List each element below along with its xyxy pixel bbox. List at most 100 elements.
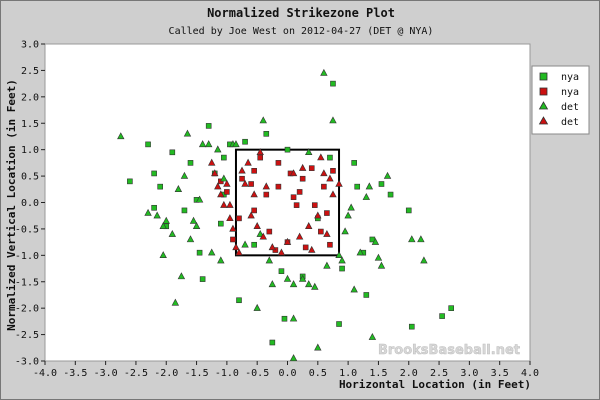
point-det-triangle-2-29 [305, 280, 313, 288]
point-det-triangle-3-33 [244, 158, 252, 166]
point-det-triangle-3-21 [314, 211, 322, 219]
chart-subtitle: Called by Joe West on 2012-04-27 (DET @ … [169, 26, 434, 37]
point-nya-square-1-27 [251, 168, 257, 174]
point-nya-square-0-26 [339, 265, 345, 272]
point-det-triangle-2-41 [365, 182, 374, 190]
point-nya-square-1-2 [251, 207, 257, 214]
point-det-triangle-3-27 [223, 179, 231, 187]
point-det-triangle-3-29 [308, 245, 316, 253]
x-tick-label: 3.5 [491, 368, 509, 379]
point-nya-square-0-38 [236, 297, 242, 304]
point-nya-square-0-37 [448, 305, 454, 311]
point-det-triangle-2-57 [335, 251, 343, 259]
point-nya-square-0-19 [263, 131, 270, 137]
point-det-triangle-2-24 [265, 256, 274, 264]
point-nya-square-0-34 [405, 207, 412, 214]
point-nya-square-0-39 [281, 315, 288, 322]
point-det-triangle-3-2 [214, 182, 222, 190]
point-det-triangle-3-28 [226, 200, 234, 208]
point-det-triangle-2-4 [162, 216, 170, 224]
point-nya-square-0-40 [269, 339, 276, 346]
point-nya-square-1-19 [311, 202, 318, 208]
x-tick-label: -1.5 [185, 368, 209, 379]
y-axis-label: Normalized Vertical Location (in Feet) [5, 79, 18, 331]
point-det-triangle-3-24 [326, 174, 334, 182]
point-nya-square-0-8 [187, 160, 194, 166]
point-nya-square-1-6 [275, 183, 282, 190]
point-nya-square-0-24 [327, 154, 333, 161]
point-det-triangle-2-13 [198, 140, 207, 148]
legend-marker-triangle-green [538, 101, 549, 110]
x-tick-label: 3.0 [460, 368, 478, 379]
point-nya-square-0-12 [205, 123, 212, 129]
point-det-triangle-3-25 [329, 190, 337, 198]
point-nya-square-0-36 [439, 313, 445, 319]
point-nya-square-0-17 [242, 138, 248, 145]
point-det-triangle-3-15 [268, 243, 277, 251]
point-det-triangle-2-0 [117, 132, 125, 140]
legend: nya nya det det [531, 65, 590, 135]
point-det-triangle-2-36 [344, 211, 352, 219]
point-det-triangle-3-6 [229, 224, 237, 232]
point-det-triangle-2-27 [289, 280, 298, 288]
point-nya-square-1-9 [293, 202, 300, 208]
point-det-triangle-2-30 [311, 282, 319, 290]
point-nya-square-1-0 [239, 175, 245, 182]
point-nya-square-0-33 [387, 191, 394, 198]
point-nya-square-0-0 [127, 178, 133, 185]
x-tick-label: -1.0 [215, 368, 239, 379]
point-nya-square-1-4 [263, 191, 270, 198]
y-tick-label: 0.0 [21, 198, 39, 209]
point-det-triangle-3-7 [232, 243, 240, 251]
point-det-triangle-2-15 [208, 248, 216, 256]
point-det-triangle-2-58 [305, 148, 313, 156]
y-tick-label: -0.5 [15, 224, 39, 235]
point-det-triangle-2-17 [217, 256, 225, 264]
point-nya-square-1-10 [296, 189, 303, 195]
point-det-triangle-3-9 [238, 166, 246, 174]
point-det-triangle-2-45 [383, 171, 392, 179]
y-tick-label: 2.5 [21, 66, 39, 77]
point-det-triangle-2-32 [323, 261, 331, 269]
point-det-triangle-3-3 [217, 190, 225, 198]
point-det-triangle-3-5 [226, 214, 234, 222]
y-tick-label: -1.0 [15, 251, 39, 262]
point-nya-square-0-42 [221, 154, 227, 161]
x-tick-label: 1.5 [369, 368, 387, 379]
plot-area [44, 43, 531, 362]
point-nya-square-1-24 [327, 241, 333, 248]
point-det-triangle-3-26 [250, 190, 258, 198]
point-det-triangle-3-23 [320, 169, 328, 177]
legend-label-4: det [561, 117, 579, 128]
point-det-triangle-3-20 [305, 222, 313, 229]
point-det-triangle-2-51 [253, 303, 261, 311]
legend-label-3: det [561, 102, 579, 113]
point-det-triangle-2-33 [329, 116, 337, 124]
point-det-triangle-2-2 [153, 211, 161, 219]
x-tick-label: 0.0 [278, 368, 296, 379]
point-det-triangle-3-32 [323, 229, 331, 237]
legend-label-1: nya [561, 72, 579, 83]
point-det-triangle-2-10 [189, 216, 198, 224]
point-det-triangle-2-48 [420, 256, 428, 264]
point-det-triangle-3-19 [295, 232, 304, 240]
x-tick-label: 2.0 [400, 368, 418, 379]
point-det-triangle-2-43 [374, 253, 383, 261]
point-det-triangle-2-40 [362, 192, 371, 200]
point-det-triangle-2-37 [347, 203, 355, 211]
point-det-triangle-2-1 [144, 208, 152, 216]
point-det-triangle-2-6 [171, 298, 180, 306]
x-tick-label: -3.5 [63, 368, 87, 379]
axis-layer: -4.0 -3.5 -3.0 -2.5 -2.0 -1.5 -1.0 -0.5 0.0 0.5 1.… [15, 40, 539, 380]
x-tick-label: -3.0 [94, 368, 118, 379]
point-nya-square-1-17 [236, 215, 242, 222]
legend-label-2: nya [561, 87, 579, 98]
point-det-triangle-3-22 [317, 153, 325, 161]
legend-marker-triangle-red [538, 116, 549, 125]
point-det-triangle-2-38 [350, 285, 358, 293]
x-tick-label: 2.5 [430, 368, 448, 379]
point-det-triangle-2-25 [268, 280, 277, 288]
point-det-triangle-2-8 [183, 129, 192, 137]
point-det-triangle-2-54 [368, 332, 377, 340]
